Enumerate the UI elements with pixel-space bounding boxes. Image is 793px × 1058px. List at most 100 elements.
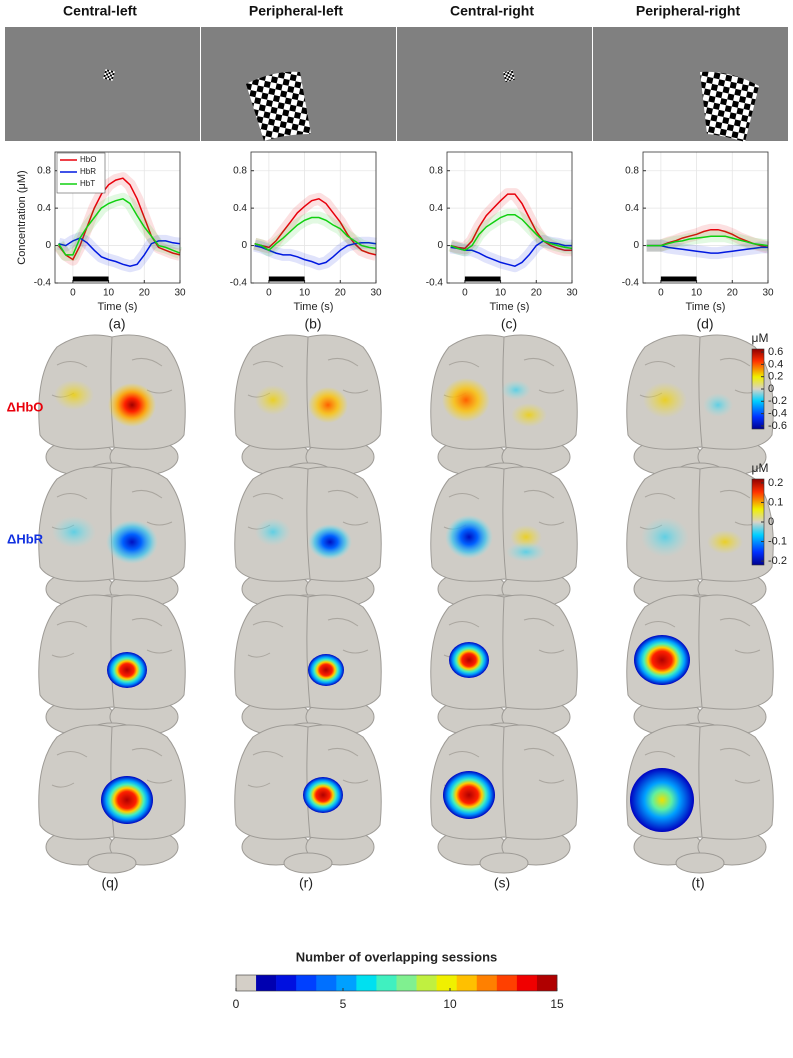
activation bbox=[255, 518, 291, 546]
x-axis-label: Time (s) bbox=[686, 301, 726, 313]
sulcus bbox=[443, 358, 565, 398]
x-tick-label: 20 bbox=[531, 288, 543, 299]
brain bbox=[234, 466, 382, 616]
sulcus bbox=[639, 358, 761, 398]
colorbar-tick-label: 10 bbox=[443, 997, 457, 1011]
sulcus bbox=[247, 748, 369, 788]
x-axis-label: Time (s) bbox=[98, 301, 138, 313]
midline bbox=[698, 726, 703, 838]
brain bbox=[626, 334, 774, 484]
cortex bbox=[626, 334, 774, 450]
x-tick-label: 30 bbox=[762, 288, 774, 299]
panel-label: (t) bbox=[691, 875, 704, 891]
checkerboard bbox=[502, 69, 516, 83]
activation bbox=[445, 515, 493, 559]
midline bbox=[698, 468, 703, 580]
colorbar-tick-label: 5 bbox=[340, 997, 347, 1011]
panel-label: (b) bbox=[304, 316, 321, 332]
cortex bbox=[234, 334, 382, 450]
activation bbox=[108, 383, 156, 427]
series-line bbox=[450, 240, 572, 268]
colorbar-tick-label: 15 bbox=[550, 997, 564, 1011]
stimulus-image bbox=[397, 27, 592, 141]
cortex bbox=[234, 724, 382, 840]
cortex bbox=[234, 466, 382, 582]
sulcus bbox=[247, 618, 369, 658]
series-line bbox=[254, 197, 377, 256]
midline bbox=[502, 596, 507, 708]
sulcus bbox=[443, 618, 565, 658]
colorbar-segment bbox=[396, 975, 417, 991]
colorbar-segment bbox=[516, 975, 538, 991]
legend-label: HbT bbox=[80, 179, 95, 188]
colorbar-tick-label: -0.2 bbox=[768, 555, 787, 567]
brain bbox=[430, 334, 578, 484]
midline bbox=[110, 336, 115, 448]
x-tick-label: 0 bbox=[658, 288, 664, 299]
activation bbox=[443, 771, 495, 819]
chart-title: Central-left bbox=[63, 3, 137, 19]
colorbar-tick-label: -0.2 bbox=[768, 395, 787, 407]
plot-area bbox=[447, 152, 572, 283]
y-tick-label: 0.4 bbox=[429, 203, 443, 214]
x-tick-label: 20 bbox=[727, 288, 739, 299]
brain bbox=[234, 724, 382, 874]
sulcus bbox=[51, 490, 173, 530]
chart-title: Peripheral-right bbox=[636, 3, 741, 19]
chart-title: Central-right bbox=[450, 3, 534, 19]
colorbar-segment bbox=[476, 975, 498, 991]
colorbar-tick-label: 0.1 bbox=[768, 496, 783, 508]
y-tick-label: 0 bbox=[45, 240, 51, 251]
y-tick-label: 0 bbox=[633, 240, 639, 251]
y-tick-label: 0 bbox=[241, 240, 247, 251]
x-tick-label: 30 bbox=[174, 288, 186, 299]
activation bbox=[107, 652, 147, 688]
stimulus-image bbox=[5, 27, 200, 141]
sulcus bbox=[51, 358, 173, 398]
midline bbox=[110, 468, 115, 580]
sulcus bbox=[639, 490, 761, 530]
y-tick-label: 0.8 bbox=[625, 165, 639, 176]
midline bbox=[698, 336, 703, 448]
midline bbox=[502, 468, 507, 580]
chart-title: Peripheral-left bbox=[249, 3, 343, 19]
cortex bbox=[430, 594, 578, 710]
brain bbox=[430, 724, 578, 874]
brain bbox=[626, 594, 774, 744]
brain bbox=[38, 334, 186, 484]
x-tick-label: 30 bbox=[566, 288, 578, 299]
row-label: ΔHbR bbox=[7, 531, 44, 546]
colorbar-tick-label: -0.4 bbox=[768, 408, 787, 420]
brain bbox=[626, 724, 774, 874]
colorbar-tick-label: -0.6 bbox=[768, 420, 787, 432]
y-tick-label: -0.4 bbox=[230, 278, 248, 289]
activation bbox=[511, 403, 547, 427]
panel-label: (d) bbox=[696, 316, 713, 332]
colorbar-segment bbox=[276, 975, 297, 991]
panel-label: (a) bbox=[108, 316, 125, 332]
midline bbox=[306, 596, 311, 708]
axes-box bbox=[250, 151, 377, 284]
brain bbox=[38, 466, 186, 616]
series-line bbox=[57, 197, 181, 256]
colorbar-segment bbox=[236, 975, 257, 991]
series-line bbox=[254, 242, 377, 266]
legend-label: HbR bbox=[80, 167, 96, 176]
y-tick-label: 0.4 bbox=[625, 203, 639, 214]
activation bbox=[442, 378, 490, 422]
y-tick-label: 0.4 bbox=[233, 203, 247, 214]
activation bbox=[52, 516, 96, 548]
colorbar-tick-label: 0 bbox=[233, 997, 240, 1011]
series-line bbox=[450, 193, 572, 252]
series-line bbox=[646, 244, 768, 254]
activation bbox=[634, 635, 690, 685]
checkerboard bbox=[102, 68, 116, 82]
colorbar-unit: μM bbox=[752, 461, 769, 475]
brainstem bbox=[479, 852, 529, 874]
plot-area bbox=[643, 152, 768, 283]
colorbar-segment bbox=[336, 975, 357, 991]
colorbar-segment bbox=[356, 975, 377, 991]
colorbar-tick-label: -0.1 bbox=[768, 535, 787, 547]
midline bbox=[306, 336, 311, 448]
y-tick-label: 0.4 bbox=[37, 203, 51, 214]
